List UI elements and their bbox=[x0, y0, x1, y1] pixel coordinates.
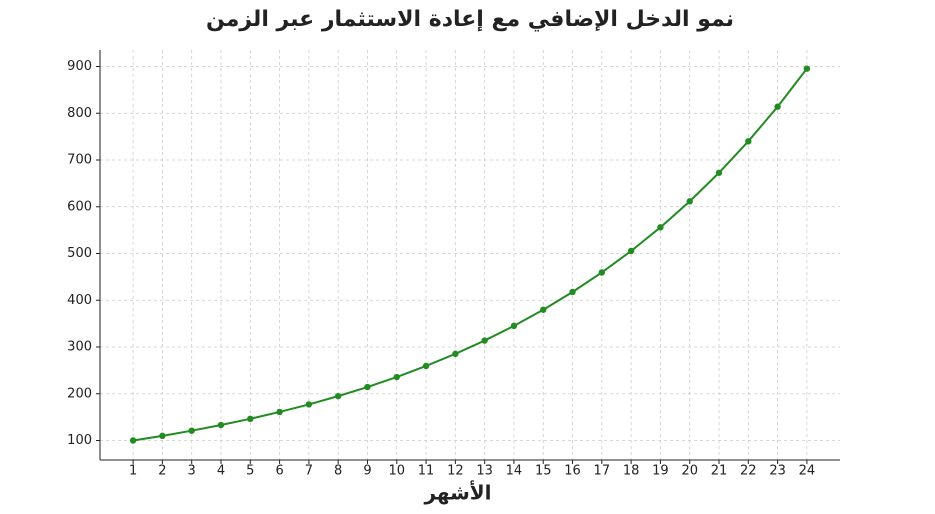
y-tick-label: 200 bbox=[67, 386, 92, 401]
x-tick-label: 6 bbox=[275, 464, 283, 479]
x-tick-label: 21 bbox=[711, 464, 728, 479]
x-tick-label: 4 bbox=[217, 464, 225, 479]
point bbox=[657, 224, 664, 231]
point bbox=[774, 103, 781, 110]
x-tick-label: 7 bbox=[305, 464, 313, 479]
line bbox=[132, 68, 808, 442]
point bbox=[686, 198, 693, 205]
y-tick-label: 100 bbox=[67, 433, 92, 448]
point bbox=[393, 373, 400, 381]
y-tick-label: 300 bbox=[67, 340, 92, 355]
point bbox=[422, 362, 430, 370]
x-tick-label: 14 bbox=[506, 464, 523, 479]
x-tick-label: 10 bbox=[388, 464, 405, 479]
x-tick-label: 22 bbox=[740, 464, 757, 479]
y-tick-label: 400 bbox=[67, 293, 92, 308]
x-tick-label: 16 bbox=[564, 464, 581, 479]
point bbox=[334, 392, 342, 400]
y-tick-label: 500 bbox=[67, 246, 92, 261]
x-tick-label: 11 bbox=[418, 464, 435, 479]
point bbox=[305, 401, 313, 408]
chart-title: نمو الدخل الإضافي مع إعادة الاستثمار عبر… bbox=[206, 7, 734, 32]
point bbox=[159, 432, 166, 440]
point bbox=[715, 169, 723, 176]
point bbox=[188, 427, 195, 434]
point bbox=[540, 306, 547, 313]
point bbox=[598, 269, 606, 276]
point bbox=[364, 383, 371, 391]
point bbox=[247, 415, 254, 423]
x-axis-label: الأشهر bbox=[423, 480, 491, 505]
x-tick-label: 15 bbox=[535, 464, 552, 479]
x-tick-label: 2 bbox=[158, 464, 166, 479]
y-tick-label: 800 bbox=[67, 106, 92, 121]
point bbox=[481, 337, 488, 344]
x-tick-label: 17 bbox=[594, 464, 611, 479]
y-tick-label: 700 bbox=[67, 153, 92, 168]
x-tick-label: 20 bbox=[681, 464, 698, 479]
point bbox=[510, 322, 518, 330]
point bbox=[276, 408, 283, 416]
y-tick-label: 900 bbox=[67, 59, 92, 74]
point bbox=[217, 421, 225, 429]
x-tick-label: 8 bbox=[334, 464, 342, 479]
x-tick-label: 13 bbox=[476, 464, 493, 479]
x-tick-label: 12 bbox=[447, 464, 464, 479]
x-tick-label: 24 bbox=[799, 464, 816, 479]
point bbox=[803, 65, 811, 72]
x-tick-label: 5 bbox=[246, 464, 254, 479]
point bbox=[569, 288, 576, 296]
x-tick-label: 1 bbox=[129, 464, 137, 479]
x-tick-label: 23 bbox=[769, 464, 786, 479]
x-tick-label: 19 bbox=[652, 464, 669, 479]
point bbox=[452, 350, 459, 358]
point bbox=[129, 437, 137, 444]
point bbox=[627, 247, 635, 255]
point bbox=[745, 138, 752, 145]
x-tick-label: 9 bbox=[363, 464, 371, 479]
x-tick-label: 18 bbox=[623, 464, 640, 479]
y-tick-label: 600 bbox=[67, 199, 92, 214]
x-tick-label: 3 bbox=[188, 464, 196, 479]
